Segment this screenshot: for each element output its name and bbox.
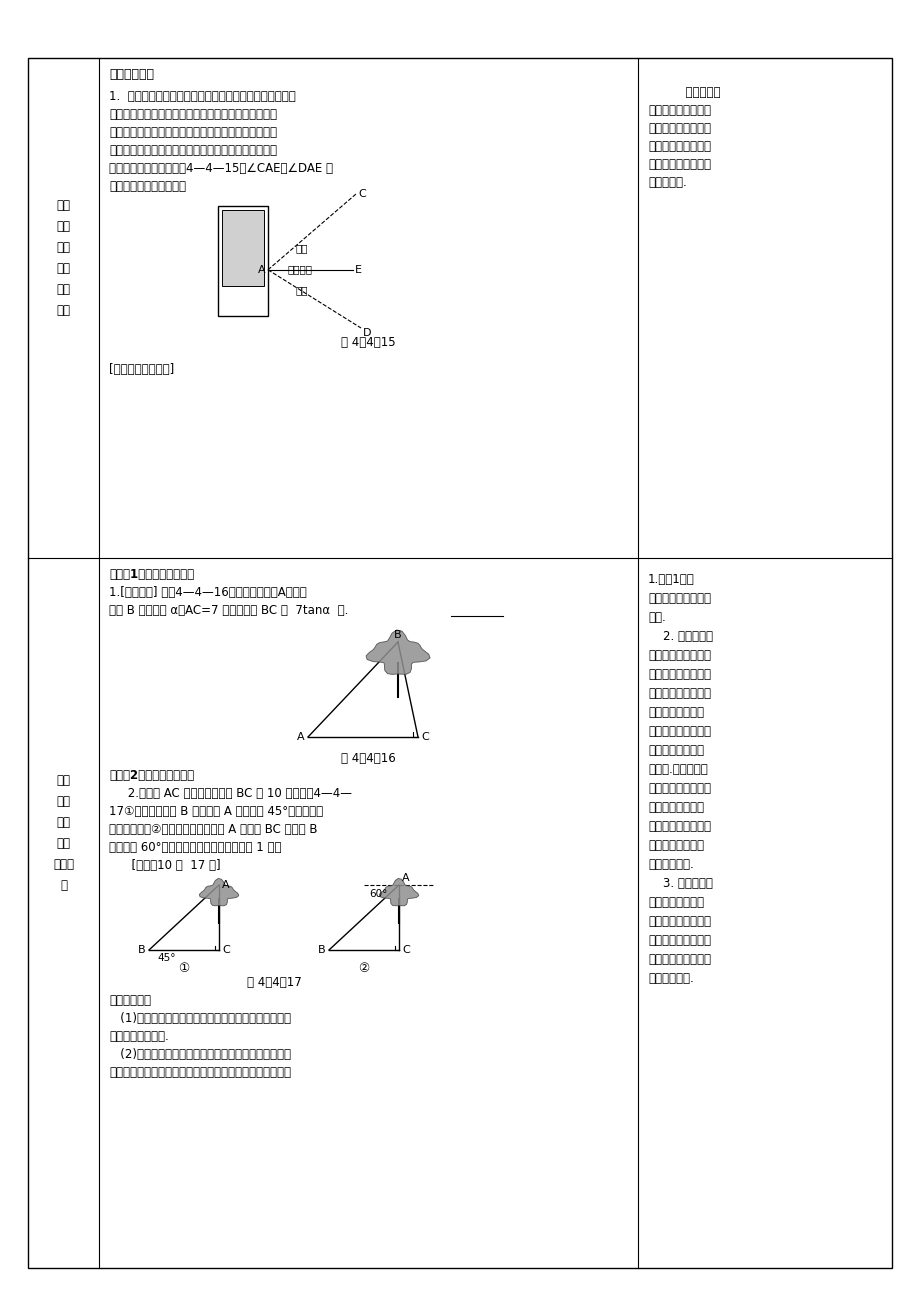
Text: 续解直角三角形的: 续解直角三角形的 (647, 838, 703, 852)
Text: 对仰角、俧角有比较: 对仰角、俧角有比较 (647, 158, 710, 171)
Polygon shape (199, 879, 239, 906)
Text: 【课堂引入】: 【课堂引入】 (108, 68, 153, 81)
Text: 测量中分别叫什么角呢？: 测量中分别叫什么角呢？ (108, 180, 186, 193)
Text: 维能力，同时也为后: 维能力，同时也为后 (647, 820, 710, 833)
Text: 的俧角为 60°，则树高是多少米？（精确到 1 米）: 的俧角为 60°，则树高是多少米？（精确到 1 米） (108, 841, 281, 854)
Text: A: A (297, 732, 305, 742)
Text: (1)搞清题中仰角和俧角的概念，然后根据题意画出图: (1)搞清题中仰角和俧角的概念，然后根据题意画出图 (108, 1012, 290, 1025)
Text: 17①，在树影一端 B 测得树顶 A 的仰角为 45°，则树高是: 17①，在树影一端 B 测得树顶 A 的仰角为 45°，则树高是 (108, 805, 323, 818)
Text: 2. 本活动的设: 2. 本活动的设 (647, 630, 712, 643)
Text: 突出教学重点.: 突出教学重点. (647, 973, 693, 986)
Text: [答案：10 米  17 米]: [答案：10 米 17 米] (108, 859, 221, 872)
Text: B: B (393, 630, 402, 641)
Text: 水平视线: 水平视线 (288, 264, 312, 273)
Text: B: B (318, 945, 325, 954)
Text: ①: ① (178, 962, 189, 975)
Text: 根据仰角的意义，求: 根据仰角的意义，求 (647, 592, 710, 605)
Text: A: A (402, 874, 409, 883)
Text: 生发现问题的意识；: 生发现问题的意识； (647, 783, 710, 796)
Polygon shape (379, 879, 418, 906)
Text: 视线: 视线 (296, 242, 308, 253)
Text: 多少米？如图②，若一只小鸟从树顶 A 看树影 BC 的顶端 B: 多少米？如图②，若一只小鸟从树顶 A 看树影 BC 的顶端 B (108, 823, 317, 836)
Text: D: D (363, 328, 371, 339)
Text: E: E (355, 264, 361, 275)
Text: 60°: 60° (369, 889, 387, 898)
Text: 知识的一次升华，培: 知识的一次升华，培 (647, 934, 710, 947)
Text: 测得视线与水平视线之间的夼角各一个，但是，这两个: 测得视线与水平视线之间的夼角各一个，但是，这两个 (108, 145, 277, 158)
Text: ②: ② (358, 962, 369, 975)
Text: 活动
一：
创设
情境
导入
新课: 活动 一： 创设 情境 导入 新课 (56, 199, 71, 316)
Text: C: C (421, 732, 428, 742)
Text: 的认识从形象到抽: 的认识从形象到抽 (647, 706, 703, 719)
Text: (2)将实际问题中的数量关系转化为解直角三角形中各: (2)将实际问题中的数量关系转化为解直角三角形中各 (108, 1048, 290, 1061)
Text: 【探究1】（多媒体出示）: 【探究1】（多媒体出示） (108, 568, 194, 581)
Text: 图 4－4－15: 图 4－4－15 (341, 336, 395, 349)
Text: C: C (357, 189, 366, 199)
Text: 先讨论，教师再给出: 先讨论，教师再给出 (647, 122, 710, 135)
Text: 三角形求得旗杆的高吗？他望着旗杆顶端和旗杆底部，: 三角形求得旗杆的高吗？他望着旗杆顶端和旗杆底部， (108, 126, 277, 139)
Text: 鼓励学生独: 鼓励学生独 (647, 86, 720, 99)
Text: 树顶 B 的仰角为 α，AC=7 米，则树高 BC 为  7tanα  米.: 树顶 B 的仰角为 α，AC=7 米，则树高 BC 为 7tanα 米. (108, 604, 348, 617)
Text: 【活动总结】: 【活动总结】 (108, 993, 151, 1006)
Text: 计意在在引导学生通: 计意在在引导学生通 (647, 648, 710, 661)
Text: A: A (221, 880, 230, 891)
Text: 际问题中抄象出数: 际问题中抄象出数 (647, 743, 703, 756)
Text: 应用奠定基础.: 应用奠定基础. (647, 858, 693, 871)
Bar (221, 210, 264, 286)
Text: B: B (138, 945, 146, 954)
Text: 前看操场上的旗杆，心想：站在地面上可以利用解直角: 前看操场上的旗杆，心想：站在地面上可以利用解直角 (108, 108, 277, 121)
Bar (218, 206, 267, 316)
Text: 象，训练学生能从实: 象，训练学生能从实 (647, 725, 710, 738)
Text: 图 4－4－17: 图 4－4－17 (246, 976, 301, 990)
Text: 角怎样命名区别呢？如图4—4—15，∠CAE，∠DAE 在: 角怎样命名区别呢？如图4—4—15，∠CAE，∠DAE 在 (108, 161, 333, 174)
Text: [答案：仰角和俧角]: [答案：仰角和俧角] (108, 363, 174, 376)
Text: 学知识.旨在培养学: 学知识.旨在培养学 (647, 763, 707, 776)
Text: 流，使其对具体问题: 流，使其对具体问题 (647, 687, 710, 700)
Text: 清楚的认识.: 清楚的认识. (647, 176, 686, 189)
Text: 提高学生的抽象思: 提高学生的抽象思 (647, 801, 703, 814)
Text: 1.  肣颊的教室在教学楼的二楼，一天，他站在教室的窗台: 1. 肣颊的教室在教学楼的二楼，一天，他站在教室的窗台 (108, 90, 295, 103)
Polygon shape (366, 630, 430, 674)
Text: 2.一棵树 AC 在地面上的影子 BC 为 10 米，如图4—4—: 2.一棵树 AC 在地面上的影子 BC 为 10 米，如图4—4— (108, 786, 352, 799)
Text: 活动
二：
实践
探究
交流新
知: 活动 二： 实践 探究 交流新 知 (53, 773, 74, 892)
Text: 养学生的概括能力，: 养学生的概括能力， (647, 953, 710, 966)
Text: 树高.: 树高. (647, 611, 665, 624)
Text: 立解决问题，让学生: 立解决问题，让学生 (647, 104, 710, 117)
Text: A: A (258, 264, 266, 275)
Text: 1.探究1直接: 1.探究1直接 (647, 573, 694, 586)
Text: 元素之间的关系，当有些图形不是直角三角形时，可适当添: 元素之间的关系，当有些图形不是直角三角形时，可适当添 (108, 1066, 290, 1079)
Text: 3. 归纳总结主: 3. 归纳总结主 (647, 878, 712, 891)
Text: C: C (221, 945, 230, 954)
Text: 过自主探究，合作交: 过自主探究，合作交 (647, 668, 710, 681)
Text: 答案，目的是让学生: 答案，目的是让学生 (647, 141, 710, 154)
Text: 45°: 45° (157, 953, 176, 963)
Text: 要是把解直角三角: 要是把解直角三角 (647, 896, 703, 909)
Text: 形的应用公式化，是: 形的应用公式化，是 (647, 915, 710, 928)
Text: 【探究2】（多媒体出示）: 【探究2】（多媒体出示） (108, 769, 194, 783)
Text: 视线: 视线 (296, 285, 308, 294)
Text: 1.[嘉兴中考] 如图4—4—16，在地面上的点A处测得: 1.[嘉兴中考] 如图4—4—16，在地面上的点A处测得 (108, 586, 306, 599)
Text: 形，建立数学模型.: 形，建立数学模型. (108, 1030, 168, 1043)
Text: 图 4－4－16: 图 4－4－16 (341, 753, 395, 766)
Text: C: C (402, 945, 409, 954)
